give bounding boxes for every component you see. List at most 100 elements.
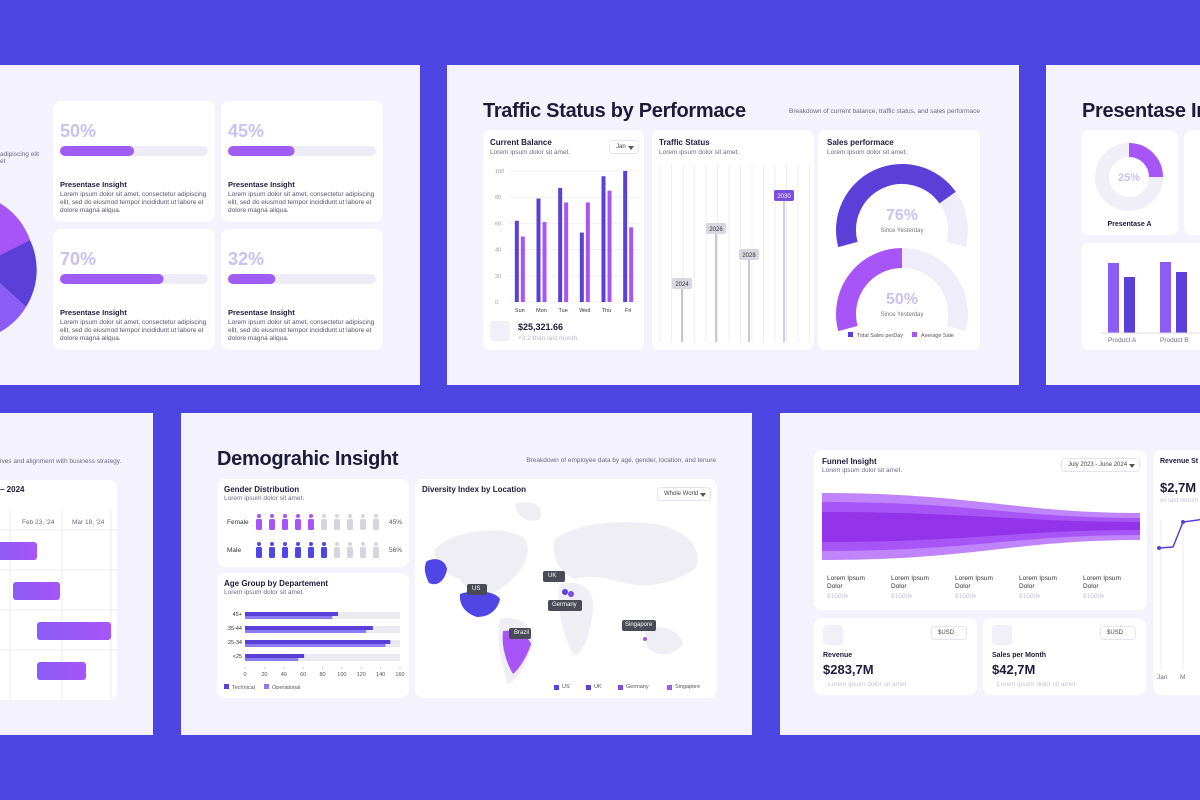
bar: [520, 236, 525, 302]
subtitle: Breakdown of employee data by age, gende…: [526, 457, 716, 464]
legend-swatch: [618, 685, 623, 690]
y-tick-label: 0: [495, 300, 498, 306]
card-title: Revenue St: [1160, 458, 1199, 465]
y-tick-label: 35-44: [228, 626, 242, 632]
stage-label: Lorem Ipsum Dolor: [1019, 575, 1057, 590]
x-tick-label: 100: [337, 672, 346, 678]
bar: [1160, 262, 1171, 333]
world-map: [424, 502, 698, 684]
map-label: US: [472, 586, 481, 592]
slide-funnel: Funnel Insight Lorem ipsum dolor sit ame…: [780, 413, 1200, 735]
date: Feb 23, '24: [22, 519, 55, 526]
line-chart: [1157, 518, 1200, 670]
bar: [245, 630, 367, 633]
stage-label: Lorem Ipsum Dolor: [827, 575, 865, 590]
card-subtitle: Lorem ipsum dolor sit amet.: [827, 149, 908, 156]
track: [245, 654, 400, 661]
dropdown[interactable]: Whole World: [657, 487, 712, 501]
title: Traffic Status by Performace: [483, 100, 746, 122]
amount: $2,7M: [1160, 480, 1197, 495]
kpi-amount: $283,7M: [823, 662, 874, 677]
legend-swatch: [264, 684, 269, 689]
bar: [245, 616, 333, 619]
dropdown[interactable]: July 2023 - June 2024: [1061, 458, 1141, 472]
legend-label: Singapore: [675, 684, 701, 690]
kpi-title: Revenue: [823, 652, 853, 659]
kpi-card: $USD Revenue $283,7M Lorem ipsum dolor sit …: [814, 618, 977, 695]
products-card: Product A Product B: [1081, 243, 1200, 350]
kpi-amount: $42,7M: [992, 662, 1036, 677]
card-partial: [1184, 130, 1200, 235]
card-title: Presentase Insight: [60, 180, 127, 189]
card-subtitle: Lorem ipsum dolor sit amet.: [490, 149, 571, 156]
progress: [228, 274, 376, 284]
card-title: Sales performace: [827, 138, 894, 147]
person-body: [308, 519, 314, 530]
dropdown[interactable]: Jan: [609, 140, 639, 154]
sales-chart: 76% Since Yesterday 50% Since Yesterday Tota…: [836, 164, 968, 339]
label-box: [706, 223, 726, 234]
range: – 2024: [0, 485, 25, 494]
bar: [1108, 263, 1119, 333]
revenue-stream-card: Revenue St $2,7M vs last month Jan M: [1153, 450, 1200, 695]
progress-bar: [228, 274, 276, 284]
legend-label: Operational: [272, 685, 300, 691]
person-body: [295, 519, 301, 530]
person-body: [269, 547, 275, 558]
person-body: [334, 519, 340, 530]
slide-right: Presentase In 25% Presentase A Product A…: [1046, 65, 1200, 385]
card-title: Funnel Insight: [822, 457, 877, 466]
x-tick-label: 60: [300, 672, 306, 678]
person-body: [256, 519, 262, 530]
title: Presentase In: [1082, 100, 1200, 122]
person-body: [373, 519, 379, 530]
map-label: Singapore: [625, 622, 653, 628]
bar: [607, 190, 612, 302]
person-body: [282, 519, 288, 530]
legend-label: Technical: [232, 685, 255, 691]
card-title: Age Group by Departement: [224, 579, 329, 588]
bar: [585, 202, 590, 302]
gantt-card: – 2024 Feb 23, '24 Mar 18, '24: [0, 480, 117, 700]
date: Mar 18, '24: [72, 519, 105, 526]
dropdown[interactable]: $USD: [931, 626, 968, 640]
y-tick-label: 80: [495, 195, 501, 201]
progress: [60, 146, 208, 156]
value-label: 45%: [228, 121, 265, 141]
card-text: Lorem ipsum dolor sit amet, consectetur …: [60, 319, 207, 342]
stage-label: Lorem Ipsum Dolor: [955, 575, 993, 590]
gauge-value: [836, 248, 903, 332]
note: vs last month: [1160, 497, 1199, 504]
insight-card: 50% Presentase Insight Lorem ipsum dolor s…: [53, 101, 215, 222]
value-label: 50%: [60, 121, 97, 141]
value-label: 32%: [228, 249, 265, 269]
value-label: 70%: [60, 249, 97, 269]
progress: [228, 146, 376, 156]
slide-gantt: ives and alignment with business strateg…: [0, 413, 153, 735]
dropdown[interactable]: $USD: [1100, 626, 1137, 640]
card-subtitle: Lorem ipsum dolor sit amet.: [659, 149, 740, 156]
amount: $25,321.66: [518, 322, 564, 332]
donut: 25%: [1095, 143, 1163, 211]
person-body: [321, 547, 327, 558]
bar: [536, 198, 541, 302]
label: 2030: [777, 194, 791, 200]
x-tick-label: 20: [261, 672, 267, 678]
sales-card: 76% Since Yesterday 50% Since Yesterday Tota…: [818, 130, 980, 350]
bar: [564, 202, 569, 302]
donut-value: [1128, 143, 1163, 178]
card-subtitle: Lorem ipsum dolor sit amet.: [224, 495, 305, 502]
kpi-note: Lorem ipsum dolor sit amet: [997, 681, 1076, 688]
person-head: [348, 514, 352, 518]
legend-swatch: [586, 685, 591, 690]
person-head: [322, 514, 326, 518]
slide-demographic: Demograhic Insight Breakdown of employee…: [181, 413, 752, 735]
bar: [245, 654, 305, 658]
month: M: [1180, 674, 1186, 681]
y-tick-label: 40: [495, 248, 501, 254]
person-body: [347, 547, 353, 558]
legend-label: Total Sales perDay: [857, 333, 903, 339]
x-tick-label: Thu: [602, 308, 611, 314]
kpi-title: Sales per Month: [992, 652, 1047, 659]
stage-amount: $1000k: [955, 593, 977, 600]
